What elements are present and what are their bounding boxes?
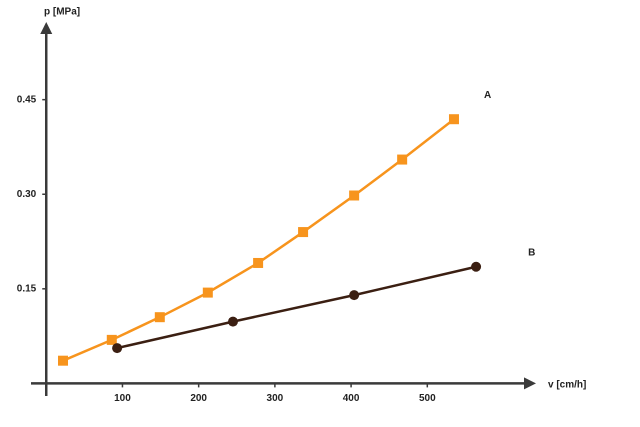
marker <box>202 287 213 298</box>
x-axis-arrow <box>524 377 536 390</box>
y-axis-arrow <box>40 22 53 34</box>
marker <box>58 355 69 366</box>
y-tick-label: 0.15 <box>17 283 37 294</box>
marker <box>112 343 123 354</box>
x-axis-label: v [cm/h] <box>548 380 586 391</box>
series-line <box>62 118 455 362</box>
marker <box>227 316 238 327</box>
series-line <box>116 265 477 350</box>
x-tick-label: 500 <box>419 393 436 404</box>
series-label: A <box>484 90 491 101</box>
marker <box>298 227 309 238</box>
marker <box>253 257 264 268</box>
marker <box>349 190 360 201</box>
x-tick-label: 200 <box>190 393 207 404</box>
marker <box>397 154 408 165</box>
marker <box>448 114 459 125</box>
series-label: B <box>528 247 535 258</box>
x-tick-label: 400 <box>343 393 360 404</box>
marker <box>106 334 117 345</box>
x-tick-label: 300 <box>267 393 284 404</box>
x-tick-label: 100 <box>114 393 131 404</box>
marker <box>349 290 360 301</box>
marker <box>471 261 482 272</box>
marker <box>154 312 165 323</box>
y-tick-label: 0.30 <box>17 189 37 200</box>
y-tick-label: 0.45 <box>17 94 37 105</box>
y-axis-label: p [MPa] <box>44 7 80 18</box>
